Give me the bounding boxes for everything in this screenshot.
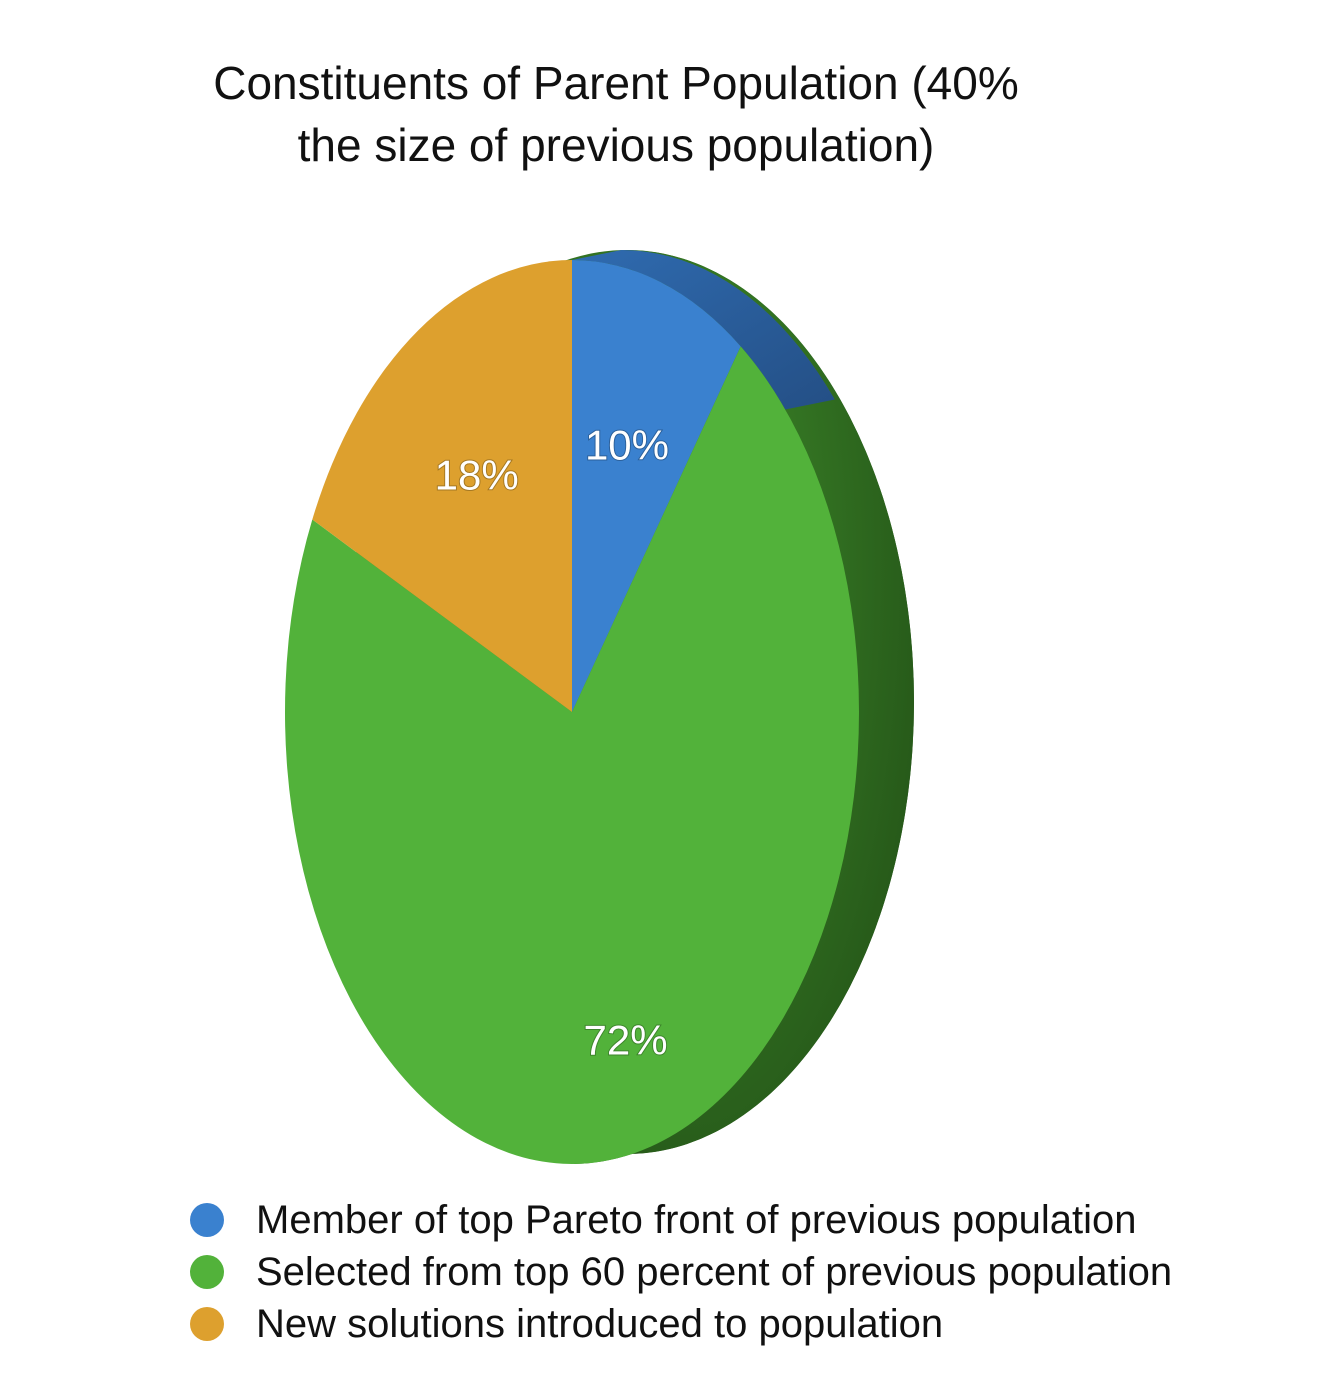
legend-item: New solutions introduced to population (190, 1298, 1172, 1350)
chart-title: Constituents of Parent Population (40% t… (0, 52, 1232, 176)
pie-labels-group: 10% 72% 18% (434, 420, 670, 1064)
pie-slice-selected-from-top-60-percent-of-previous-population (285, 346, 860, 1164)
pie-slice-new-solutions-introduced-to-population (312, 260, 572, 712)
pie-depth-edge (572, 250, 914, 1164)
chart-title-line-2: the size of previous population) (297, 119, 935, 171)
pie-label-selected-from-top-60-percent-of-previous-population: 72% (583, 1016, 667, 1063)
legend-swatch (190, 1255, 224, 1289)
pie-label-member-of-top-pareto-front-of-previous-population: 10% (585, 421, 669, 468)
legend-swatch (190, 1307, 224, 1341)
legend-item: Selected from top 60 percent of previous… (190, 1246, 1172, 1298)
legend-label: Member of top Pareto front of previous p… (256, 1197, 1137, 1242)
pie-slices-group (285, 260, 860, 1164)
chart-title-line-1: Constituents of Parent Population (40% (213, 57, 1019, 109)
legend: Member of top Pareto front of previous p… (190, 1194, 1172, 1350)
legend-swatch (190, 1203, 224, 1237)
legend-label: New solutions introduced to population (256, 1301, 944, 1346)
legend-item: Member of top Pareto front of previous p… (190, 1194, 1172, 1246)
legend-label: Selected from top 60 percent of previous… (256, 1249, 1173, 1294)
pie-depth-edge-blue (572, 250, 835, 410)
pie-label-new-solutions-introduced-to-population: 18% (435, 451, 519, 498)
pie-slice-member-of-top-pareto-front-of-previous-population (572, 260, 741, 712)
